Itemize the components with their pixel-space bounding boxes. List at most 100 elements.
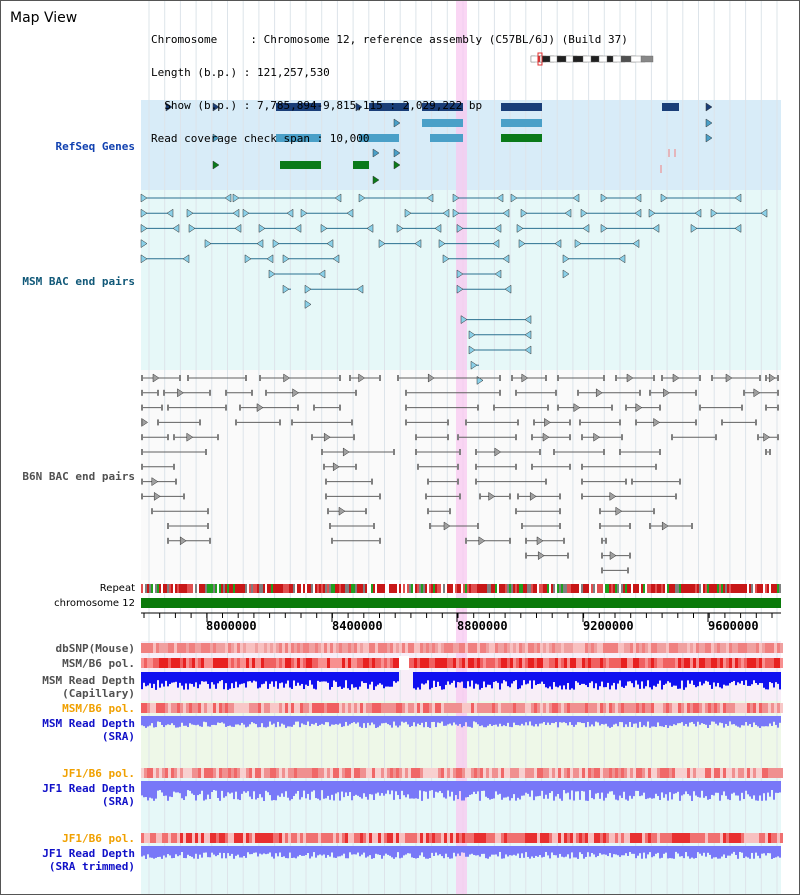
bac-end-mark	[619, 419, 621, 426]
jf1-trimmed-depth-bar	[469, 846, 471, 855]
track-label-msm-bac[interactable]: MSM BAC end pairs	[22, 275, 135, 288]
bac-end-mark	[325, 478, 327, 485]
msm-pol-stripe	[669, 658, 672, 668]
repeat-segment	[585, 584, 587, 593]
msm-pol2-stripe	[435, 703, 438, 713]
jf1-trimmed-depth-bar	[373, 846, 375, 859]
jf1-pol2-stripe	[441, 833, 444, 843]
jf1-pol2-stripe	[516, 833, 519, 843]
jf1-pol-stripe	[699, 768, 702, 778]
jf1-sra-depth-bar	[631, 781, 633, 799]
msm-capillary-depth-bar	[223, 672, 225, 690]
jf1-sra-depth-bar	[243, 781, 245, 792]
jf1-sra-depth-bar	[235, 781, 237, 792]
msm-capillary-depth-bar	[173, 672, 175, 683]
msm-pol-stripe	[756, 658, 759, 668]
msm-sra-depth-bar	[595, 716, 597, 722]
repeat-segment	[393, 584, 395, 593]
repeat-segment	[149, 584, 151, 593]
jf1-sra-depth-bar	[373, 781, 375, 800]
jf1-pol2-stripe	[759, 833, 762, 843]
dbsnp-stripe	[150, 643, 153, 653]
msm-capillary-depth-bar	[427, 672, 429, 681]
jf1-sra-depth-bar	[761, 781, 763, 801]
msm-capillary-depth-bar	[659, 672, 661, 681]
msm-pol-stripe	[423, 658, 426, 668]
jf1-pol-stripe	[741, 768, 744, 778]
repeat-segment	[537, 584, 539, 593]
jf1-trimmed-depth-bar	[565, 846, 567, 857]
msm-pol-stripe	[675, 658, 678, 668]
jf1-trimmed-depth-bar	[753, 846, 755, 859]
msm-capillary-depth-bar	[749, 672, 751, 686]
msm-pol-stripe	[345, 658, 348, 668]
bac-end-mark	[477, 523, 479, 529]
jf1-pol-stripe	[363, 768, 366, 778]
dbsnp-stripe	[408, 643, 411, 653]
jf1-sra-depth-bar	[495, 781, 497, 792]
msm-capillary-depth-bar	[483, 672, 485, 682]
dbsnp-stripe	[648, 643, 651, 653]
msm-sra-depth-bar	[505, 716, 507, 727]
gene-strand-arrow	[524, 345, 532, 355]
msm-sra-depth-bar	[675, 716, 677, 726]
msm-capillary-depth-bar	[435, 672, 437, 688]
jf1-pol-stripe	[519, 768, 522, 778]
gene-strand-arrow	[520, 208, 528, 218]
msm-capillary-depth-bar	[361, 672, 363, 682]
msm-pol2-stripe	[246, 703, 249, 713]
jf1-pol-stripe	[714, 768, 717, 778]
jf1-pol2-stripe	[288, 833, 291, 843]
msm-sra-depth-bar	[419, 716, 421, 725]
msm-sra-depth-bar	[683, 716, 685, 726]
msm-sra-depth-bar	[743, 716, 745, 726]
jf1-pol2-stripe	[267, 833, 270, 843]
jf1-pol-stripe	[756, 768, 759, 778]
jf1-sra-depth-bar	[199, 781, 201, 795]
msm-capillary-depth-bar	[601, 672, 603, 682]
msm-pol-stripe	[615, 658, 618, 668]
jf1-sra-depth-bar	[507, 781, 509, 797]
bac-end-mark	[777, 375, 779, 381]
msm-capillary-depth-bar	[217, 672, 219, 684]
msm-sra-depth-bar	[383, 716, 385, 724]
msm-capillary-depth-bar	[525, 672, 527, 685]
msm-pol2-stripe	[660, 703, 663, 713]
msm-pol2-stripe	[678, 703, 681, 713]
msm-capillary-depth-bar	[473, 672, 475, 689]
jf1-trimmed-depth-bar	[297, 846, 299, 857]
msm-pol2-stripe	[384, 703, 387, 713]
msm-pol2-stripe	[438, 703, 441, 713]
msm-pol2-stripe	[345, 703, 348, 713]
track-label-refseq[interactable]: RefSeq Genes	[55, 140, 135, 153]
jf1-pol-stripe	[165, 768, 168, 778]
axis-tick-label: 8000000	[206, 619, 257, 633]
repeat-segment	[293, 584, 295, 593]
jf1-pol-stripe	[693, 768, 696, 778]
jf1-pol2-stripe	[591, 833, 594, 843]
msm-capillary-depth-bar	[377, 672, 379, 685]
dbsnp-stripe	[261, 643, 264, 653]
msm-capillary-depth-bar	[235, 672, 237, 682]
bac-end-mark	[351, 419, 353, 426]
jf1-trimmed-depth-bar	[537, 846, 539, 857]
msm-sra-depth-bar	[697, 716, 699, 722]
track-label-b6n-bac[interactable]: B6N BAC end pairs	[22, 470, 135, 483]
jf1-pol-stripe	[537, 768, 540, 778]
jf1-trimmed-depth-bar	[703, 846, 705, 853]
gene-strand-arrow	[768, 373, 776, 383]
msm-pol-stripe	[738, 658, 741, 668]
jf1-sra-depth-bar	[715, 781, 717, 793]
gene-exon-block	[501, 119, 542, 127]
bac-end-mark	[209, 537, 211, 544]
msm-capillary-depth-bar	[715, 672, 717, 687]
msm-capillary-depth-bar	[195, 672, 197, 683]
msm-sra-depth-bar	[593, 716, 595, 727]
repeat-segment	[273, 584, 275, 593]
bac-end-mark	[615, 375, 617, 381]
repeat-segment	[209, 584, 211, 593]
msm-capillary-depth-bar	[293, 672, 295, 681]
msm-capillary-depth-bar	[729, 672, 731, 684]
msm-pol-stripe	[354, 658, 357, 668]
